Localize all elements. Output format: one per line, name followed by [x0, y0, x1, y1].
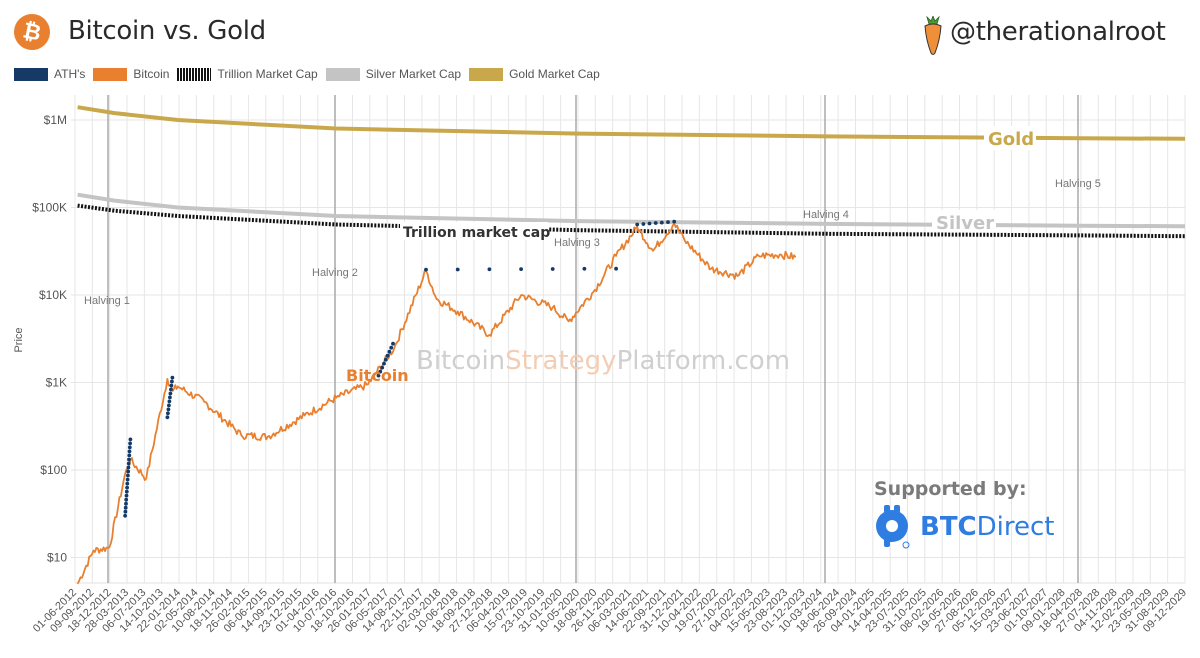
gold-label-bg: [984, 126, 1036, 150]
gold-line-label: Gold: [988, 129, 1034, 150]
legend-swatch-gold: [469, 67, 504, 81]
legend-swatch-trillion: [177, 67, 212, 81]
carrot-icon: [924, 16, 942, 55]
halving-label: Halving 1: [84, 295, 130, 307]
bitcoin-line-label: Bitcoin: [346, 366, 409, 385]
trillion-label-bg: [400, 222, 548, 240]
y-tick-label: $100: [40, 463, 67, 477]
legend-label: Trillion Market Cap: [217, 67, 318, 81]
chart-grid: [71, 95, 1186, 584]
bitcoin-price-line: [76, 222, 797, 585]
legend-item-bitcoin[interactable]: Bitcoin: [93, 67, 169, 81]
watermark: BitcoinStrategyPlatform.com: [416, 346, 790, 376]
sponsor-label: Supported by:: [874, 478, 1027, 500]
trillion-line-label: Trillion market cap: [403, 225, 550, 241]
legend-item-gold[interactable]: Gold Market Cap: [469, 67, 600, 81]
sponsor-logo[interactable]: BTCDirect: [874, 505, 1055, 549]
y-tick-label: $1M: [44, 113, 67, 127]
sponsor-brand-bold: BTC: [920, 512, 977, 542]
btcdirect-logo-icon: [876, 505, 910, 549]
ath-markers: [123, 219, 677, 518]
author-handle: @therationalroot: [950, 17, 1166, 47]
chart-legend: ATH's Bitcoin Trillion Market Cap Silver…: [14, 67, 608, 81]
legend-label: Bitcoin: [133, 67, 170, 81]
legend-swatch-bitcoin: [93, 67, 128, 81]
halving-label: Halving 4: [803, 209, 849, 221]
y-axis: $10 $100 $1K $10K $100K $1M: [32, 113, 67, 565]
gold-market-cap-line: [77, 105, 1186, 141]
silver-market-cap-line: [77, 192, 1186, 229]
y-tick-label: $1K: [46, 376, 67, 390]
y-tick-label: $100K: [32, 201, 67, 215]
halving-label: Halving 5: [1055, 178, 1101, 190]
sponsor-brand-rest: Direct: [976, 512, 1055, 542]
silver-line-label: Silver: [936, 213, 994, 234]
legend-item-ath[interactable]: ATH's: [14, 67, 85, 81]
halving-lines: Halving 1 Halving 2 Halving 3 Halving 4 Halv…: [84, 95, 1101, 583]
silver-label-bg: [932, 210, 996, 232]
y-tick-label: $10K: [39, 288, 67, 302]
halving-label: Halving 3: [554, 237, 600, 249]
legend-swatch-ath: [14, 67, 48, 81]
legend-label: Gold Market Cap: [509, 67, 600, 81]
legend-item-trillion[interactable]: Trillion Market Cap: [177, 67, 318, 81]
page-title: Bitcoin vs. Gold: [68, 16, 266, 46]
legend-item-silver[interactable]: Silver Market Cap: [325, 67, 462, 81]
y-axis-label: Price: [13, 327, 25, 352]
legend-label: ATH's: [54, 67, 86, 81]
y-tick-label: $10: [47, 551, 67, 565]
halving-label: Halving 2: [312, 267, 358, 279]
x-axis: 01-06-201209-09-201218-12-201228-03-2013…: [31, 587, 1189, 635]
legend-swatch-silver: [325, 67, 360, 81]
legend-label: Silver Market Cap: [365, 67, 462, 81]
